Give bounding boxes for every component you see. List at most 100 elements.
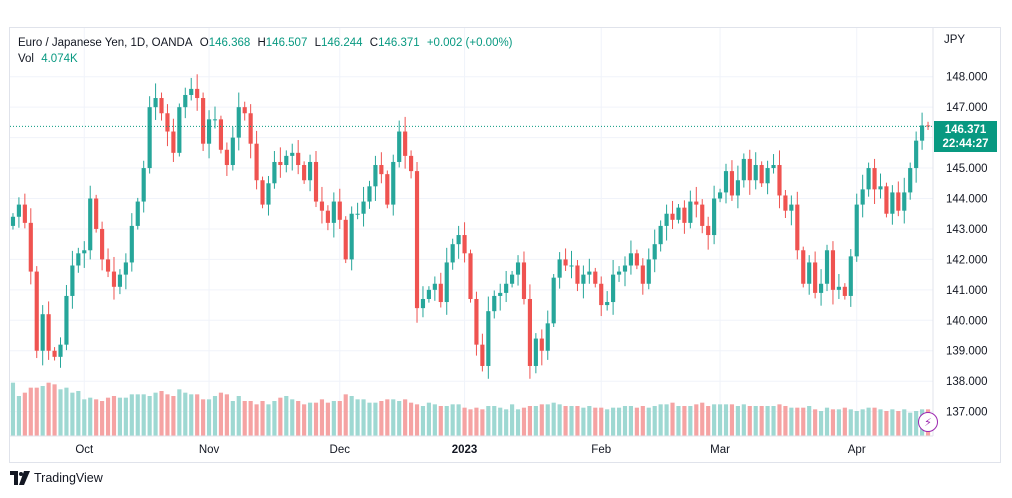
candle <box>278 147 283 178</box>
candle <box>830 241 836 305</box>
last-price-value: 146.371 <box>944 124 987 136</box>
volume-bar <box>908 412 913 436</box>
candle <box>165 104 170 147</box>
volume-bar <box>611 407 616 436</box>
candle-body <box>414 171 420 309</box>
candle <box>581 265 586 299</box>
candle <box>123 253 128 290</box>
candle-body <box>521 262 527 299</box>
candle <box>426 286 431 303</box>
candle <box>884 182 889 218</box>
candle-body <box>189 88 194 95</box>
candle-body <box>379 165 384 175</box>
candle-body <box>331 201 336 223</box>
candle-body <box>266 183 271 205</box>
candle-body <box>171 131 176 153</box>
candle <box>105 248 111 278</box>
candle <box>747 149 752 195</box>
candle-body <box>444 262 449 303</box>
candle <box>676 203 681 224</box>
candle-body <box>836 286 841 290</box>
volume-bar <box>622 406 628 436</box>
candle <box>824 244 830 292</box>
candle-body <box>866 168 871 190</box>
candle-body <box>70 265 75 296</box>
candle-body <box>640 265 645 284</box>
candle <box>236 92 241 151</box>
volume-bar <box>343 394 348 436</box>
candle <box>474 291 479 356</box>
volume-bar <box>753 406 758 436</box>
volume-bar <box>206 399 212 436</box>
candle <box>634 249 639 270</box>
volume-bar <box>361 399 366 436</box>
bar-countdown: 22:44:27 <box>942 138 989 150</box>
candle-body <box>34 271 39 351</box>
candle <box>171 118 176 162</box>
volume-bar <box>515 409 521 436</box>
candle <box>795 191 800 260</box>
candle <box>605 291 610 311</box>
time-axis[interactable]: Oct Nov Dec 2023 Feb Mar Apr <box>10 435 933 456</box>
volume-bar <box>438 406 443 436</box>
candle <box>741 153 746 188</box>
volume-bar <box>46 382 51 436</box>
candle <box>403 116 408 169</box>
volume-bar <box>890 409 895 436</box>
candle-body <box>670 213 675 220</box>
volume-bar <box>486 406 491 436</box>
volume-bar <box>189 394 194 436</box>
candle-body <box>854 204 859 257</box>
candle <box>284 150 289 173</box>
symbol-name[interactable]: Euro / Japanese Yen, 1D, OANDA <box>18 37 193 49</box>
volume-bar <box>224 394 229 436</box>
x-tick-label: Oct <box>75 444 94 456</box>
candle <box>569 250 574 279</box>
candle-body <box>403 131 408 156</box>
candle-body <box>165 113 170 132</box>
volume-bar <box>64 387 69 436</box>
candle <box>195 74 200 111</box>
candle-body <box>278 161 283 166</box>
candle <box>331 192 336 238</box>
candle-body <box>581 274 586 284</box>
candle <box>587 258 592 284</box>
candle-body <box>111 271 117 287</box>
price-axis[interactable]: 137.000 138.000 139.000 140.000 141.000 142.0… <box>932 28 988 436</box>
candle <box>515 255 521 286</box>
volume-bar <box>462 407 467 436</box>
candle-body <box>349 213 354 260</box>
x-tick-label: 2023 <box>452 444 478 456</box>
volume-bar <box>432 404 437 436</box>
x-tick-label: Nov <box>199 444 220 456</box>
candle-body <box>236 107 241 138</box>
footer-branding[interactable]: TradingView <box>10 471 103 485</box>
candle-body <box>878 186 883 190</box>
candle <box>189 77 194 101</box>
brand-name: TradingView <box>34 471 103 485</box>
candle-body <box>426 289 431 299</box>
volume-bar <box>605 409 610 436</box>
candle <box>593 267 598 288</box>
volume-bar <box>22 392 27 436</box>
lightning-icon[interactable]: ⚡ <box>918 412 938 432</box>
candle-body <box>551 277 556 324</box>
candle-body <box>753 165 758 181</box>
volume-bar <box>153 392 158 436</box>
volume-bar <box>272 401 277 436</box>
candle <box>908 162 913 200</box>
volume-bar <box>866 407 871 436</box>
candle <box>147 96 152 174</box>
candle <box>468 249 473 303</box>
volume-bar <box>480 409 485 436</box>
candle <box>533 333 538 374</box>
volume-bar <box>652 406 657 436</box>
candle-body <box>664 213 669 226</box>
candle <box>462 222 467 263</box>
currency-label[interactable]: JPY <box>944 34 966 46</box>
candle <box>420 286 426 318</box>
candle <box>302 161 307 184</box>
candle <box>575 260 580 292</box>
candle-body <box>777 165 782 196</box>
